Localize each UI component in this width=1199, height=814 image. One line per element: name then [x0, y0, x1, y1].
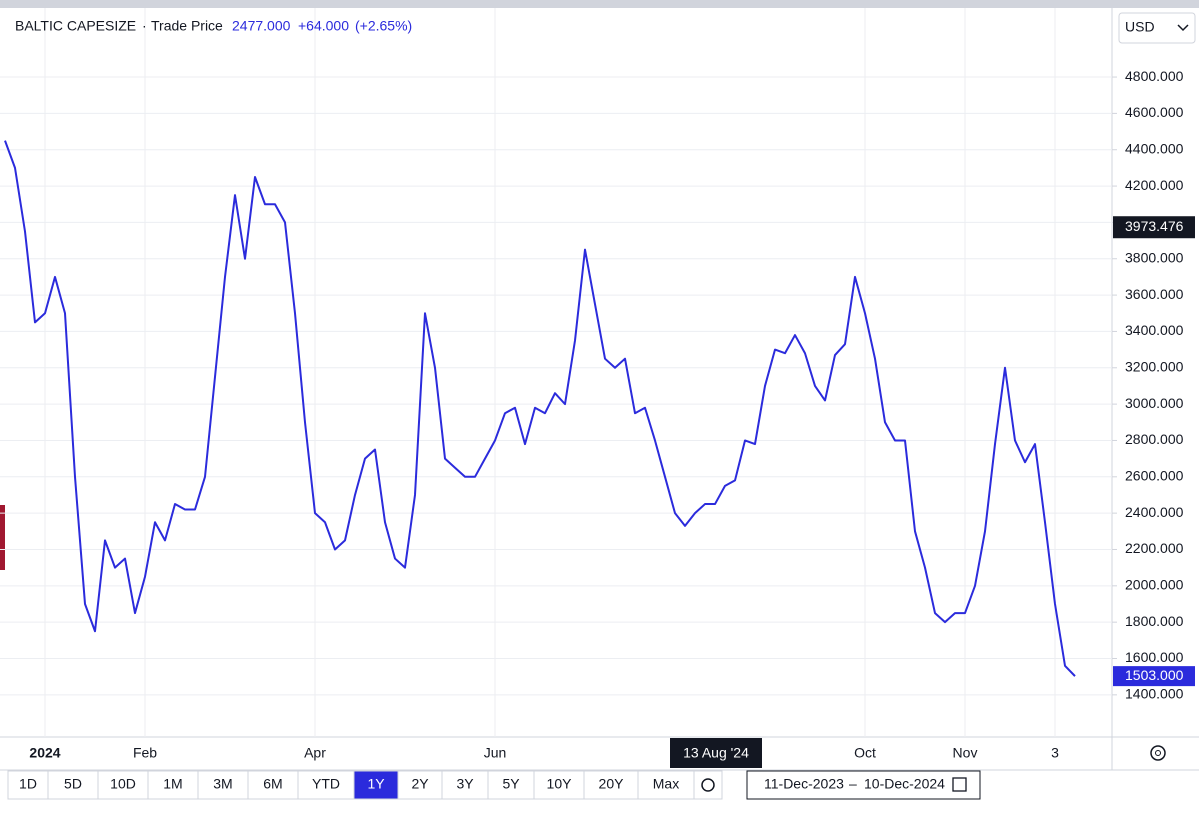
range-button[interactable]: [487, 770, 535, 800]
range-label[interactable]: 1D: [19, 776, 37, 792]
y-tick-label: 2600.000: [1125, 468, 1184, 484]
range-button[interactable]: [533, 770, 585, 800]
x-tick-label: Apr: [304, 745, 326, 761]
range-label[interactable]: 1Y: [367, 776, 385, 792]
currency-select[interactable]: [1118, 12, 1196, 44]
range-label[interactable]: Max: [653, 776, 679, 792]
x-tick-label: Nov: [953, 745, 978, 761]
crosshair-x-box: [670, 738, 762, 768]
y-tick-label: 3800.000: [1125, 249, 1184, 265]
y-tick-label: 3600.000: [1125, 286, 1184, 302]
range-label[interactable]: 20Y: [599, 776, 625, 792]
crosshair-y-label: 3973.476: [1125, 218, 1184, 234]
date-to: 10-Dec-2024: [864, 776, 945, 792]
top-bar: [0, 0, 1199, 8]
x-tick-label: Oct: [854, 745, 876, 761]
y-tick-label: 1800.000: [1125, 613, 1184, 629]
range-button[interactable]: [47, 770, 99, 800]
y-tick-label: 3200.000: [1125, 358, 1184, 374]
range-label[interactable]: 6M: [263, 776, 282, 792]
y-tick-label: 1400.000: [1125, 686, 1184, 702]
y-tick-label: 4400.000: [1125, 140, 1184, 156]
range-button[interactable]: [7, 770, 49, 800]
y-tick-label: 2400.000: [1125, 504, 1184, 520]
range-label[interactable]: 5D: [64, 776, 82, 792]
crosshair-x-label: 13 Aug '24: [683, 745, 749, 761]
range-button[interactable]: [197, 770, 249, 800]
date-range[interactable]: [746, 770, 981, 800]
range-button[interactable]: [637, 770, 695, 800]
y-tick-label: 4800.000: [1125, 68, 1184, 84]
header-change: +64.000: [298, 18, 349, 34]
y-tick-label: 4200.000: [1125, 177, 1184, 193]
currency-caret: [1177, 24, 1189, 32]
range-label[interactable]: 10D: [110, 776, 136, 792]
separator: ·: [142, 18, 147, 34]
x-tick-label: 3: [1051, 745, 1059, 761]
price-line: [4, 140, 1076, 677]
y-tick-label: 1600.000: [1125, 649, 1184, 665]
x-tick-label: 2024: [29, 745, 60, 761]
y-tick-label: 2000.000: [1125, 577, 1184, 593]
date-from: 11-Dec-2023: [764, 776, 844, 792]
left-panel-fragment: [0, 505, 5, 570]
settings-icon: [1155, 750, 1161, 756]
range-label[interactable]: 5Y: [502, 776, 520, 792]
y-tick-label: 3000.000: [1125, 395, 1184, 411]
y-tick-label: 2800.000: [1125, 431, 1184, 447]
range-label[interactable]: 1M: [163, 776, 182, 792]
settings-icon: [1150, 745, 1166, 761]
y-tick-label: 3400.000: [1125, 322, 1184, 338]
range-label[interactable]: YTD: [312, 776, 340, 792]
calendar-icon: [952, 777, 967, 792]
chart-title: BALTIC CAPESIZE: [15, 18, 136, 34]
subtitle: Trade Price: [151, 18, 223, 34]
last-price-label: 1503.000: [1125, 667, 1184, 683]
currency[interactable]: USD: [1125, 19, 1155, 35]
plot-area: [0, 8, 1112, 737]
header-price: 2477.000: [232, 18, 291, 34]
range-label[interactable]: 3M: [213, 776, 232, 792]
chart-settings-button[interactable]: [693, 770, 723, 800]
x-tick-label: Jun: [484, 745, 507, 761]
crosshair-y-box: [1113, 216, 1195, 239]
range-label[interactable]: 10Y: [547, 776, 573, 792]
range-label[interactable]: 2Y: [411, 776, 429, 792]
range-button[interactable]: [247, 770, 299, 800]
y-tick-label: 2200.000: [1125, 540, 1184, 556]
last-price-box: [1113, 666, 1195, 687]
settings-button[interactable]: [1150, 745, 1166, 761]
y-tick-label: 4600.000: [1125, 104, 1184, 120]
header-change-pct: (+2.65%): [355, 18, 412, 34]
date-sep: –: [849, 776, 857, 792]
range-label[interactable]: 3Y: [456, 776, 474, 792]
gear-icon: [701, 778, 715, 792]
x-tick-label: Feb: [133, 745, 157, 761]
